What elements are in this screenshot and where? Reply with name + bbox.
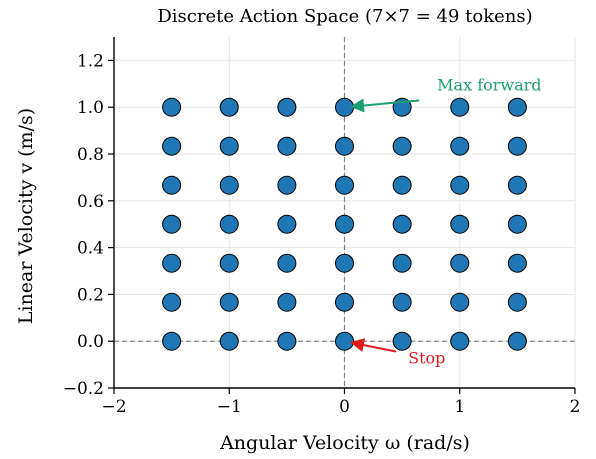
- data-point: [162, 136, 182, 156]
- x-tick-label: −1: [217, 397, 242, 417]
- data-point: [507, 175, 527, 195]
- data-point: [392, 136, 412, 156]
- data-point: [335, 253, 354, 273]
- data-point: [219, 214, 239, 234]
- data-point: [162, 292, 182, 312]
- data-point: [277, 253, 297, 273]
- x-tick-label: 1: [454, 397, 465, 417]
- y-tick-label: 0.6: [77, 192, 104, 212]
- data-point: [277, 97, 297, 117]
- axes: −2 −1 0 1 2 −0.2 0.0 0.2 0.4 0.6 0.8 1.0 1.2: [63, 37, 581, 417]
- x-axis-label: Angular Velocity ω (rad/s): [219, 432, 470, 454]
- chart-title: Discrete Action Space (7×7 = 49 tokens): [157, 6, 532, 27]
- data-point: [277, 136, 297, 156]
- data-point: [450, 175, 470, 195]
- y-tick-label: 0.4: [77, 239, 104, 259]
- data-point: [507, 253, 527, 273]
- data-point: [392, 331, 412, 351]
- data-point: [392, 175, 412, 195]
- y-tick-label: −0.2: [63, 379, 104, 399]
- reference-lines: [114, 37, 575, 388]
- data-point: [335, 331, 354, 351]
- data-point: [450, 253, 470, 273]
- annotation-label: Max forward: [437, 75, 541, 94]
- data-point: [450, 97, 470, 117]
- data-point: [507, 214, 527, 234]
- y-tick-label: 0.8: [77, 145, 104, 165]
- data-point: [507, 97, 527, 117]
- data-point: [392, 292, 412, 312]
- data-point: [335, 292, 354, 312]
- data-point: [219, 175, 239, 195]
- data-point: [219, 136, 239, 156]
- data-point: [277, 292, 297, 312]
- y-tick-label: 0.0: [77, 332, 104, 352]
- data-point: [335, 97, 354, 117]
- data-point: [450, 331, 470, 351]
- x-tick-label: −2: [101, 397, 126, 417]
- data-point: [219, 292, 239, 312]
- data-point: [507, 331, 527, 351]
- data-point: [162, 214, 182, 234]
- data-point: [335, 136, 354, 156]
- y-tick-label: 1.0: [77, 98, 104, 118]
- annotation-arrow: [349, 338, 397, 353]
- data-point: [219, 253, 239, 273]
- data-point: [277, 331, 297, 351]
- data-point: [219, 97, 239, 117]
- data-points: [162, 97, 527, 351]
- data-point: [219, 331, 239, 351]
- y-tick-label: 0.2: [77, 285, 104, 305]
- data-point: [392, 214, 412, 234]
- data-point: [162, 331, 182, 351]
- y-tick-label: 1.2: [77, 51, 104, 71]
- data-point: [277, 214, 297, 234]
- data-point: [162, 253, 182, 273]
- data-point: [162, 97, 182, 117]
- y-axis-label: Linear Velocity v (m/s): [15, 108, 37, 324]
- data-point: [335, 214, 354, 234]
- data-point: [277, 175, 297, 195]
- data-point: [450, 214, 470, 234]
- data-point: [335, 175, 354, 195]
- annotation-label: Stop: [408, 349, 445, 368]
- annotation-arrow: [350, 98, 420, 113]
- data-point: [507, 136, 527, 156]
- data-point: [392, 253, 412, 273]
- data-point: [507, 292, 527, 312]
- annotations: Max forward Stop: [349, 75, 542, 368]
- x-tick-label: 2: [570, 397, 581, 417]
- data-point: [162, 175, 182, 195]
- x-tick-label: 0: [339, 397, 350, 417]
- data-point: [450, 136, 470, 156]
- data-point: [450, 292, 470, 312]
